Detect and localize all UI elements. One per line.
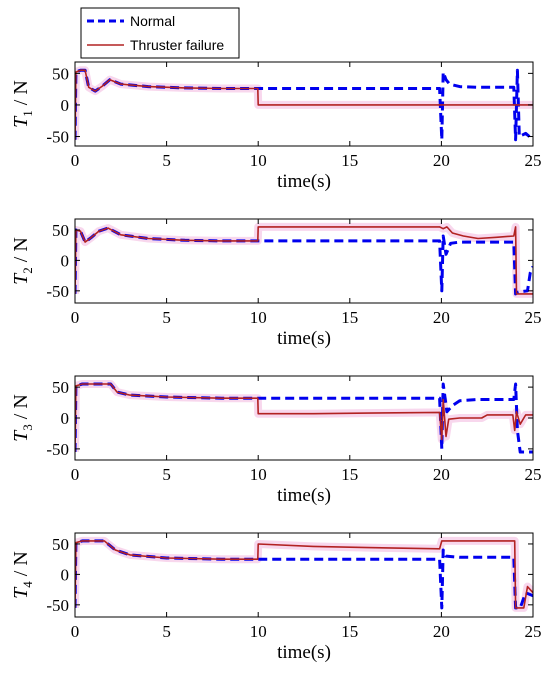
x-tick-label: 25 — [525, 465, 542, 484]
legend-label-normal: Normal — [130, 13, 175, 29]
y-tick-label: 50 — [52, 64, 69, 83]
y-axis-label: T3 / N — [10, 394, 35, 442]
y-tick-label: -50 — [46, 282, 69, 301]
axes-box — [74, 61, 534, 147]
series-line-thruster-failure — [75, 383, 533, 453]
legend-box — [80, 7, 240, 59]
x-tick-label: 20 — [433, 308, 450, 327]
legend-label-thruster-failure: Thruster failure — [130, 37, 224, 53]
x-axis-label: time(s) — [277, 485, 331, 506]
y-tick-label: -50 — [46, 440, 69, 459]
x-tick-label: 20 — [433, 622, 450, 641]
x-axis-label: time(s) — [277, 328, 331, 349]
x-tick-label: 10 — [250, 465, 267, 484]
x-tick-label: 20 — [433, 465, 450, 484]
series-line-thruster-failure — [75, 69, 533, 140]
x-tick-label: 25 — [525, 308, 542, 327]
y-tick-label: 0 — [61, 409, 70, 428]
x-tick-label: 0 — [71, 465, 80, 484]
series-line-thruster-failure — [75, 226, 533, 295]
series-line-thruster-failure — [75, 540, 533, 609]
x-tick-label: 5 — [162, 465, 171, 484]
y-tick-label: -50 — [46, 128, 69, 147]
y-tick-label: 50 — [52, 535, 69, 554]
x-tick-label: 5 — [162, 308, 171, 327]
x-tick-label: 0 — [71, 151, 80, 170]
y-tick-label: 0 — [61, 565, 70, 584]
x-tick-label: 15 — [341, 308, 358, 327]
x-tick-label: 15 — [341, 151, 358, 170]
y-axis-label: T2 / N — [10, 237, 35, 285]
x-tick-label: 10 — [250, 151, 267, 170]
failure-glow — [75, 536, 533, 612]
x-axis-label: time(s) — [277, 642, 331, 663]
axes-box — [74, 532, 534, 618]
y-tick-label: 0 — [61, 96, 70, 115]
x-axis-label: time(s) — [277, 171, 331, 192]
y-tick-label: 0 — [61, 251, 70, 270]
x-tick-label: 25 — [525, 151, 542, 170]
x-tick-label: 15 — [341, 622, 358, 641]
axes-box — [74, 218, 534, 304]
legend: Normal Thruster failure — [80, 7, 240, 59]
y-axis-label: T1 / N — [10, 80, 35, 128]
x-tick-label: 20 — [433, 151, 450, 170]
y-tick-label: 50 — [52, 378, 69, 397]
x-tick-label: 5 — [162, 622, 171, 641]
x-tick-label: 25 — [525, 622, 542, 641]
x-tick-label: 5 — [162, 151, 171, 170]
y-axis-label: T4 / N — [10, 551, 35, 599]
x-tick-label: 10 — [250, 622, 267, 641]
series-line-normal — [75, 226, 533, 296]
series-line-normal — [75, 539, 533, 610]
x-tick-label: 10 — [250, 308, 267, 327]
x-tick-label: 0 — [71, 308, 80, 327]
x-tick-label: 0 — [71, 622, 80, 641]
x-tick-label: 15 — [341, 465, 358, 484]
y-tick-label: 50 — [52, 221, 69, 240]
y-tick-label: -50 — [46, 596, 69, 615]
